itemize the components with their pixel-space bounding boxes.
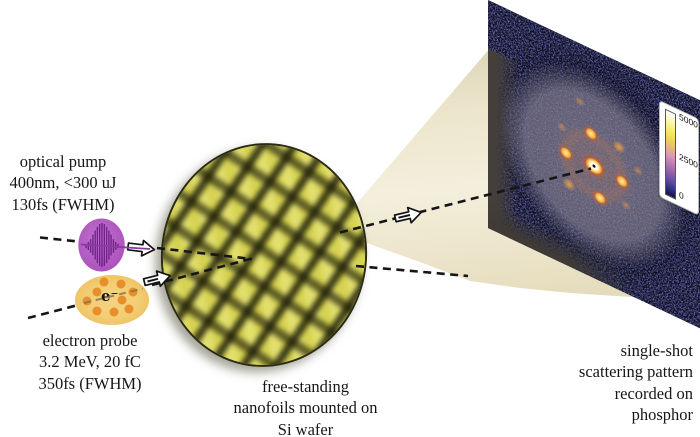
pump-label: optical pump 400nm, <300 uJ 130fs (FWHM) — [0, 151, 126, 215]
nanofoil-sample — [149, 132, 379, 378]
colorbar-gradient — [665, 108, 676, 200]
detector-screen: 5000 2500 0 — [488, 0, 700, 329]
colorbar-tick-min: 0 — [679, 189, 684, 202]
electron-beam-incoming — [27, 303, 81, 320]
detector-label: single-shot scattering pattern recorded … — [490, 340, 693, 425]
probe-label: electron probe 3.2 MeV, 20 fC 350fs (FWH… — [26, 330, 154, 394]
electron-dot — [124, 304, 134, 314]
electron-dot — [92, 306, 102, 316]
pump-pulse — [78, 218, 125, 272]
electron-dot — [99, 277, 109, 287]
probe-label-line: 350fs (FWHM) — [38, 373, 142, 393]
nanofoil-texture — [149, 132, 379, 378]
colorbar: 5000 2500 0 — [659, 99, 699, 216]
electron-dot — [116, 279, 126, 289]
foil-label: free-standing nanofoils mounted on Si wa… — [203, 376, 408, 437]
detector-label-line: phosphor — [631, 404, 693, 424]
wavepacket-icon — [78, 218, 125, 272]
pump-beam-incoming — [39, 236, 79, 243]
electron-dot — [109, 307, 119, 317]
electron-dot — [128, 287, 138, 297]
pump-label-line: optical pump — [19, 152, 107, 171]
pump-label-line: 130fs (FWHM) — [11, 194, 115, 214]
foil-label-line: nanofoils mounted on — [233, 398, 378, 418]
arrow2-inner-dash — [147, 277, 159, 283]
detector-label-line: recorded on — [614, 383, 693, 403]
colorbar-tick-mid: 2500 — [679, 151, 698, 171]
detector-label-line: scattering pattern — [578, 362, 693, 382]
electron-dot — [117, 295, 127, 305]
pump-arrow-icon — [126, 237, 157, 259]
electron-bunch: e⁻ — [75, 275, 149, 325]
probe-label-line: electron probe — [42, 331, 138, 350]
detector-label-line: single-shot — [620, 341, 693, 360]
foil-label-line: free-standing — [261, 377, 350, 396]
foil-label-line: Si wafer — [277, 419, 334, 437]
pump-label-line: 400nm, <300 uJ — [9, 173, 117, 193]
electron-dot — [82, 296, 92, 306]
electron-symbol: e⁻ — [101, 287, 119, 305]
probe-label-line: 3.2 MeV, 20 fC — [39, 352, 141, 372]
